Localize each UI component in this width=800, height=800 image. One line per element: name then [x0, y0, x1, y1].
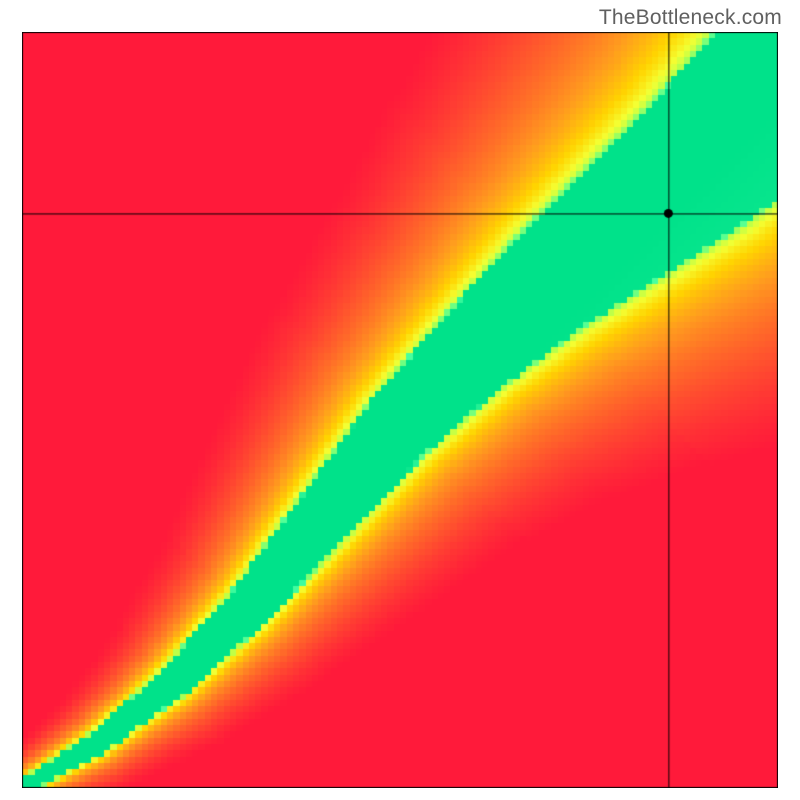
watermark-text: TheBottleneck.com — [599, 6, 782, 30]
heatmap-canvas — [22, 32, 778, 788]
heatmap-plot — [22, 32, 778, 788]
